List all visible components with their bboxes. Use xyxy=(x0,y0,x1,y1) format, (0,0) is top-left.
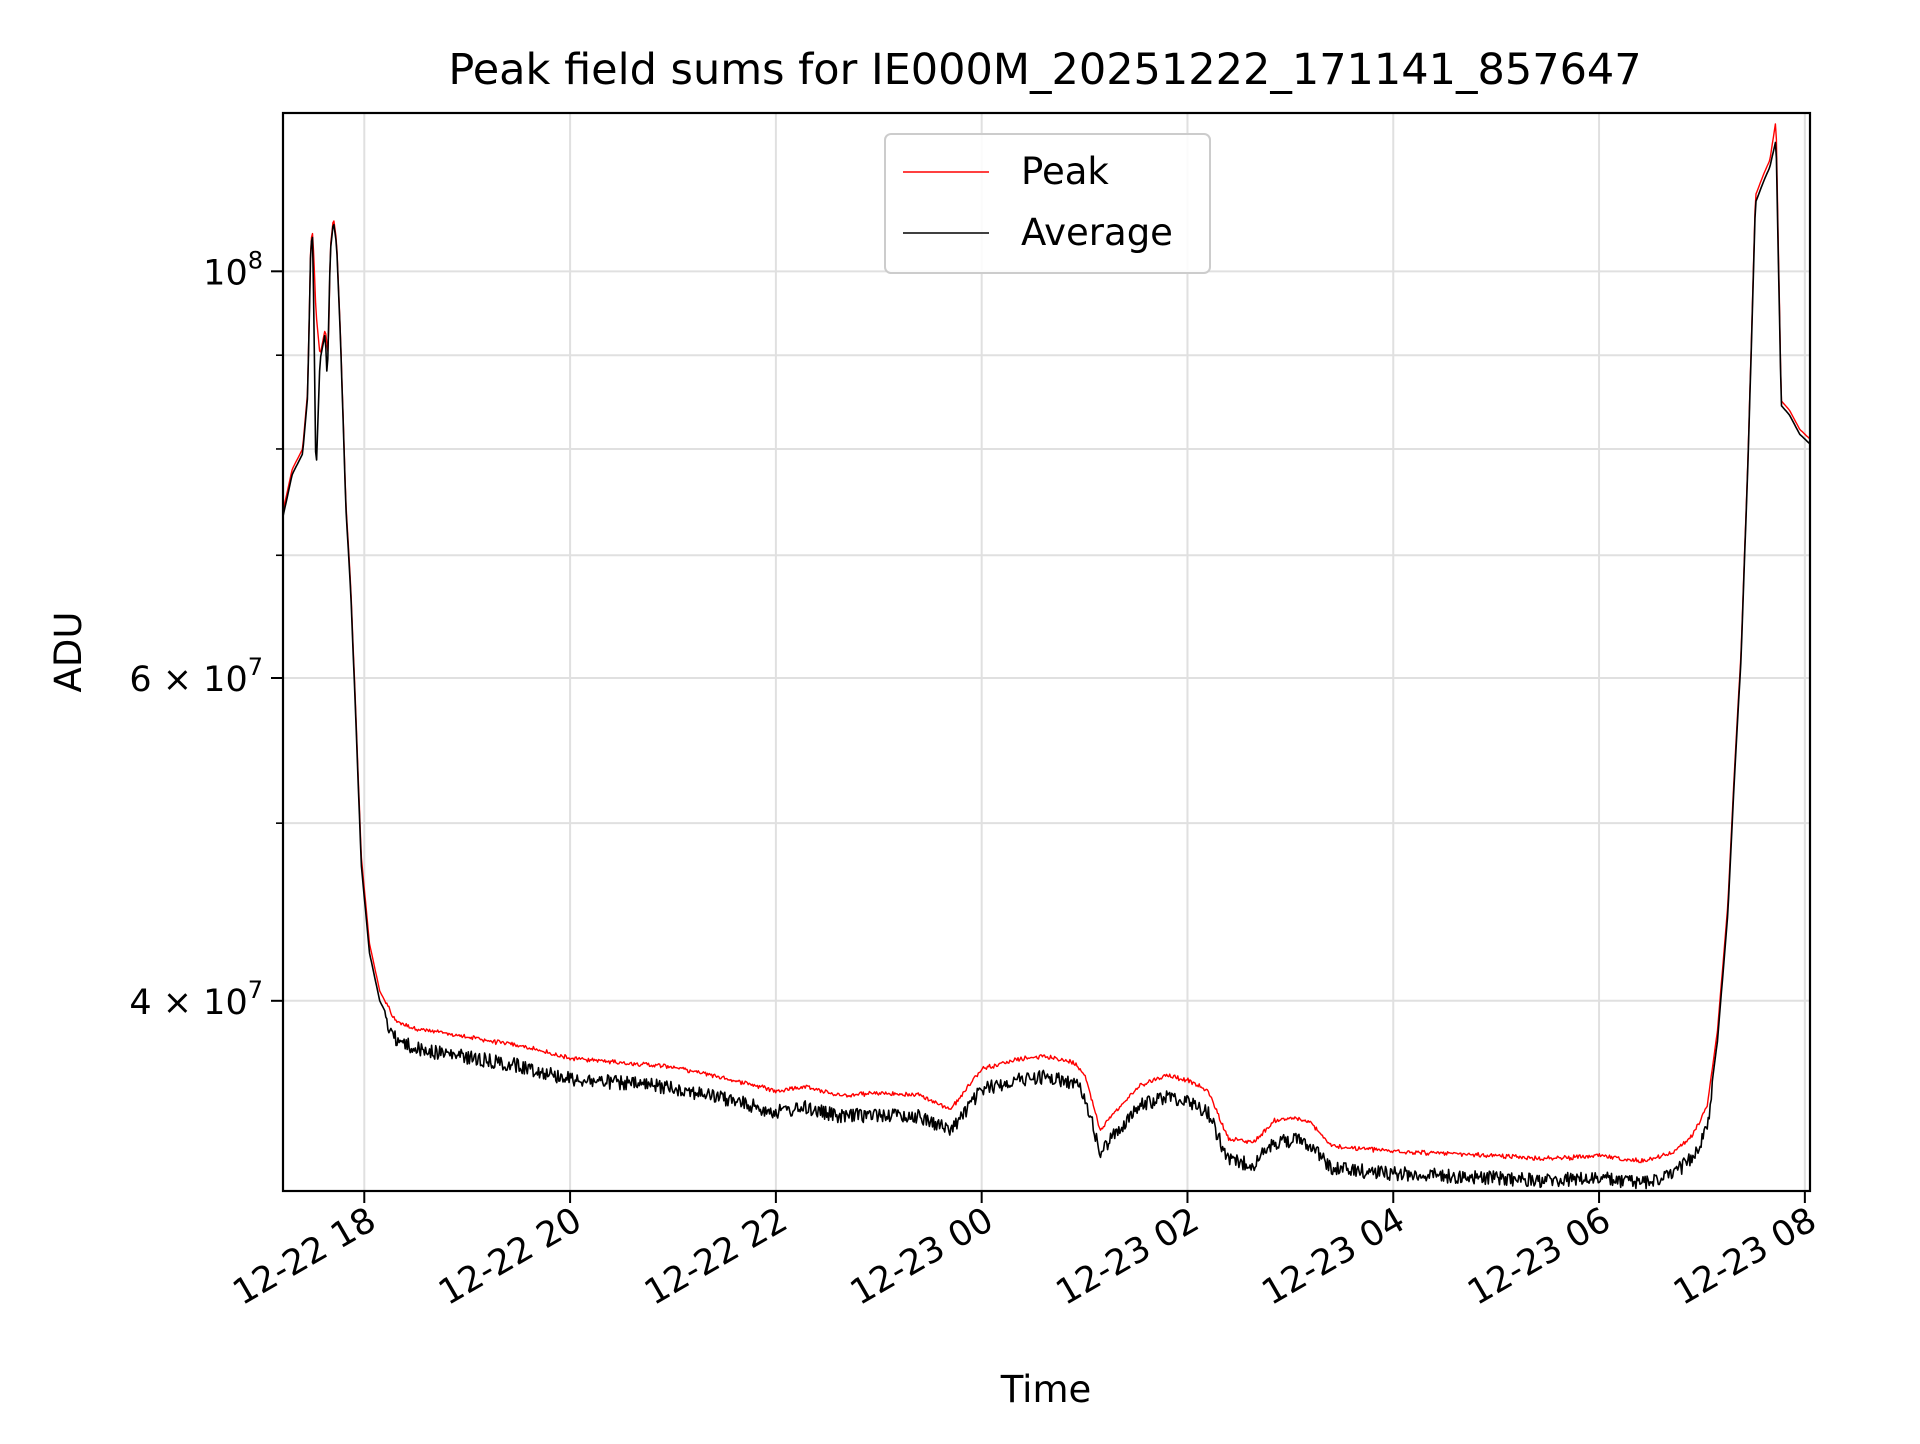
x-axis-label: Time xyxy=(1000,1368,1092,1411)
plot-frame xyxy=(281,111,1812,1193)
legend-label-average: Average xyxy=(1021,211,1173,254)
series-line-peak xyxy=(282,123,1811,1164)
y-tick-label: 108 xyxy=(203,246,263,293)
y-tick-label: 4 × 107 xyxy=(129,976,263,1023)
legend: Peak Average xyxy=(884,133,1211,274)
y-tick-label: 6 × 107 xyxy=(129,653,263,700)
legend-box xyxy=(884,133,1211,274)
legend-label-peak: Peak xyxy=(1021,150,1109,193)
series-layer xyxy=(282,123,1811,1190)
series-line-average xyxy=(282,141,1811,1190)
chart-title: Peak field sums for IE000M_20251222_1711… xyxy=(448,45,1641,95)
y-axis-label: ADU xyxy=(47,612,90,693)
